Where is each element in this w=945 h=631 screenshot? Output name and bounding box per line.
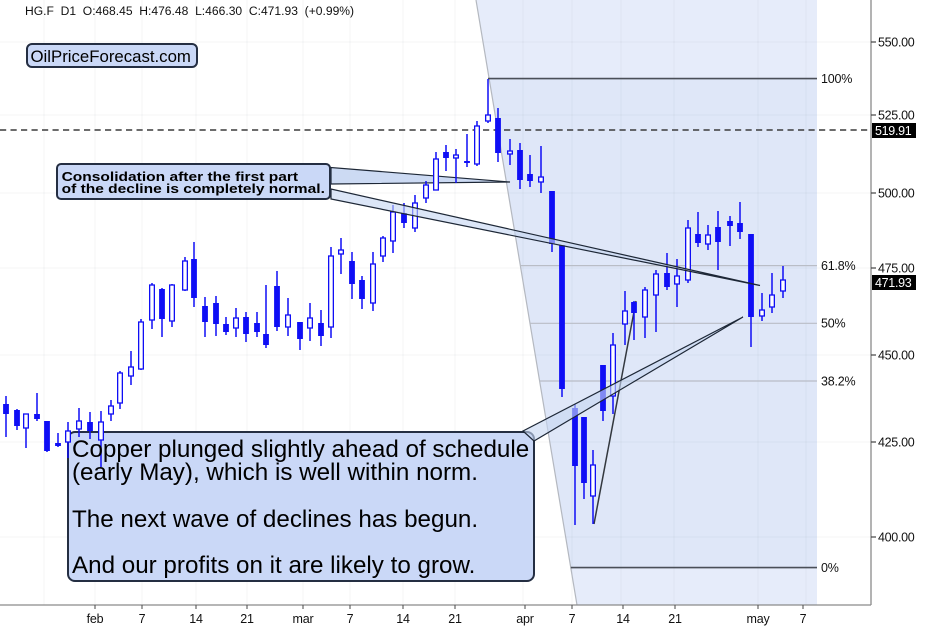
svg-text:500.00: 500.00: [878, 186, 915, 200]
svg-text:50%: 50%: [821, 317, 846, 331]
svg-text:525.00: 525.00: [878, 108, 915, 122]
svg-text:mar: mar: [293, 612, 314, 626]
svg-text:7: 7: [800, 612, 807, 626]
svg-text:425.00: 425.00: [878, 435, 915, 449]
svg-text:61.8%: 61.8%: [821, 259, 856, 273]
svg-text:450.00: 450.00: [878, 348, 915, 362]
svg-text:14: 14: [189, 612, 203, 626]
svg-text:apr: apr: [516, 612, 534, 626]
svg-text:21: 21: [448, 612, 462, 626]
svg-text:21: 21: [668, 612, 682, 626]
svg-text:38.2%: 38.2%: [821, 374, 856, 388]
svg-text:21: 21: [240, 612, 254, 626]
svg-text:14: 14: [616, 612, 630, 626]
svg-text:550.00: 550.00: [878, 35, 915, 49]
svg-text:7: 7: [569, 612, 576, 626]
svg-text:475.00: 475.00: [878, 261, 915, 275]
svg-text:471.93: 471.93: [875, 276, 912, 290]
svg-text:0%: 0%: [821, 561, 839, 575]
svg-text:feb: feb: [87, 612, 104, 626]
svg-text:100%: 100%: [821, 72, 852, 86]
svg-text:7: 7: [139, 612, 146, 626]
svg-text:14: 14: [396, 612, 410, 626]
svg-text:7: 7: [347, 612, 354, 626]
svg-text:may: may: [746, 612, 770, 626]
svg-text:400.00: 400.00: [878, 530, 915, 544]
svg-text:519.91: 519.91: [875, 124, 912, 138]
